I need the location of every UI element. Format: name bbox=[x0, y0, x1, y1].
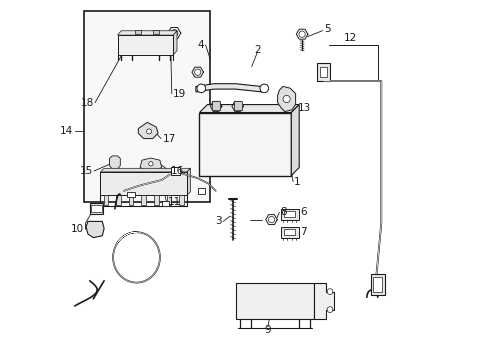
Bar bbox=[373, 277, 381, 292]
Polygon shape bbox=[313, 283, 333, 319]
Polygon shape bbox=[101, 168, 190, 172]
Text: 10: 10 bbox=[71, 224, 84, 234]
Text: 11: 11 bbox=[167, 197, 181, 207]
Bar bbox=[134, 30, 141, 34]
Text: 18: 18 bbox=[81, 98, 94, 108]
Circle shape bbox=[260, 84, 268, 93]
Bar bbox=[103, 195, 108, 205]
Polygon shape bbox=[173, 31, 177, 55]
Text: 13: 13 bbox=[298, 103, 311, 113]
Bar bbox=[212, 101, 220, 110]
Bar bbox=[152, 30, 159, 34]
Bar bbox=[117, 35, 173, 55]
Text: 14: 14 bbox=[60, 126, 73, 136]
Text: 3: 3 bbox=[215, 216, 222, 226]
Circle shape bbox=[146, 129, 151, 134]
Bar bbox=[236, 283, 313, 319]
Bar bbox=[141, 195, 146, 205]
Bar bbox=[162, 201, 168, 206]
Bar bbox=[320, 67, 326, 77]
Circle shape bbox=[148, 162, 153, 166]
Polygon shape bbox=[199, 104, 299, 112]
Text: 19: 19 bbox=[173, 89, 186, 99]
Bar bbox=[370, 274, 384, 295]
Polygon shape bbox=[291, 104, 299, 176]
Text: 12: 12 bbox=[343, 33, 356, 43]
Text: 8: 8 bbox=[280, 207, 286, 217]
Polygon shape bbox=[86, 221, 104, 238]
Bar bbox=[91, 205, 102, 212]
Polygon shape bbox=[109, 156, 120, 169]
Polygon shape bbox=[277, 86, 295, 112]
Bar bbox=[116, 195, 121, 205]
Text: 6: 6 bbox=[300, 207, 306, 217]
Polygon shape bbox=[140, 158, 162, 170]
Text: 2: 2 bbox=[253, 45, 260, 55]
Bar bbox=[166, 195, 171, 205]
Text: 16: 16 bbox=[170, 166, 183, 176]
Text: 5: 5 bbox=[323, 24, 330, 34]
Bar bbox=[284, 211, 294, 217]
Bar bbox=[101, 172, 186, 195]
Polygon shape bbox=[117, 31, 177, 35]
Circle shape bbox=[283, 95, 289, 103]
Bar bbox=[127, 192, 134, 197]
Bar bbox=[280, 209, 298, 220]
Text: 9: 9 bbox=[264, 325, 271, 336]
Circle shape bbox=[326, 289, 332, 294]
Bar bbox=[280, 227, 298, 238]
Circle shape bbox=[197, 84, 205, 93]
Polygon shape bbox=[196, 84, 262, 92]
Bar bbox=[84, 11, 210, 202]
Text: 4: 4 bbox=[197, 40, 204, 50]
Bar bbox=[154, 195, 158, 205]
Bar bbox=[179, 195, 183, 205]
Bar bbox=[233, 101, 241, 110]
Bar bbox=[317, 63, 329, 81]
Bar bbox=[199, 112, 291, 176]
Polygon shape bbox=[186, 168, 190, 195]
Text: 1: 1 bbox=[294, 177, 300, 187]
Bar bbox=[197, 188, 204, 194]
Bar bbox=[170, 167, 179, 175]
Circle shape bbox=[326, 307, 332, 312]
Bar bbox=[284, 229, 294, 235]
Text: 15: 15 bbox=[79, 166, 92, 176]
Text: 17: 17 bbox=[162, 134, 175, 144]
Bar bbox=[128, 195, 133, 205]
Text: 7: 7 bbox=[300, 227, 306, 237]
Polygon shape bbox=[138, 122, 158, 139]
Bar bbox=[89, 203, 103, 214]
